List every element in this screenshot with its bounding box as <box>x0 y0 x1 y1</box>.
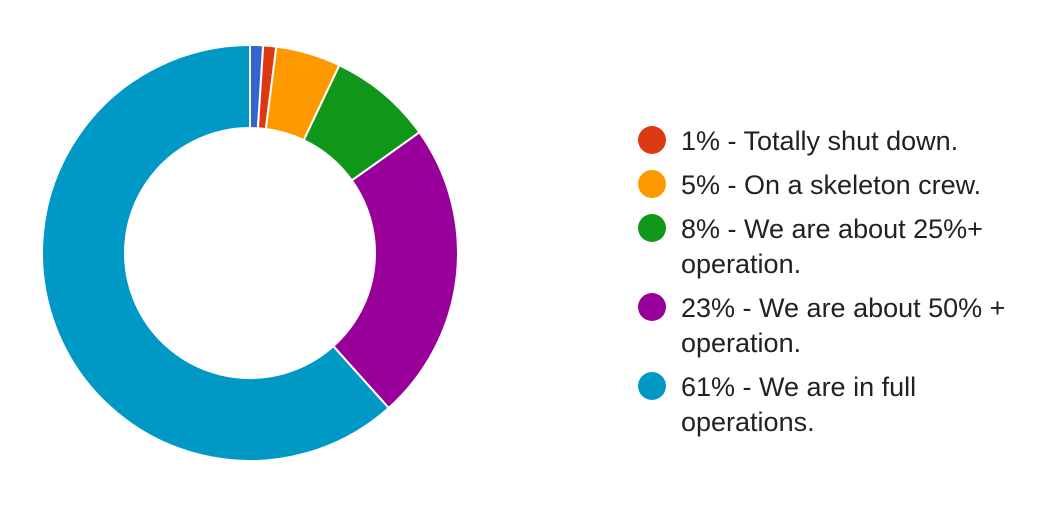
legend-label: 23% - We are about 50% + operation. <box>681 293 1006 358</box>
donut-chart <box>41 43 459 462</box>
legend-item-totally-shut-down[interactable]: 1% - Totally shut down. <box>638 124 1038 159</box>
legend-swatch-red <box>638 126 666 154</box>
legend-label: 1% - Totally shut down. <box>681 126 959 156</box>
legend-swatch-orange <box>638 170 666 198</box>
legend-label: 61% - We are in full operations. <box>681 372 917 437</box>
legend-swatch-green <box>638 214 666 242</box>
legend-item-full-operations[interactable]: 61% - We are in full operations. <box>638 370 1038 440</box>
legend-item-skeleton-crew[interactable]: 5% - On a skeleton crew. <box>638 168 1038 203</box>
legend-label: 8% - We are about 25%+ operation. <box>681 214 983 279</box>
legend-swatch-blue <box>638 372 666 400</box>
legend-item-25-percent-operation[interactable]: 8% - We are about 25%+ operation. <box>638 212 1038 282</box>
legend-label: 5% - On a skeleton crew. <box>681 170 982 200</box>
legend-item-50-percent-operation[interactable]: 23% - We are about 50% + operation. <box>638 291 1038 361</box>
chart-legend: 1% - Totally shut down. 5% - On a skelet… <box>638 124 1038 449</box>
legend-swatch-purple <box>638 293 666 321</box>
donut-slice-5[interactable] <box>41 43 391 462</box>
donut-slice-4[interactable] <box>331 130 459 410</box>
